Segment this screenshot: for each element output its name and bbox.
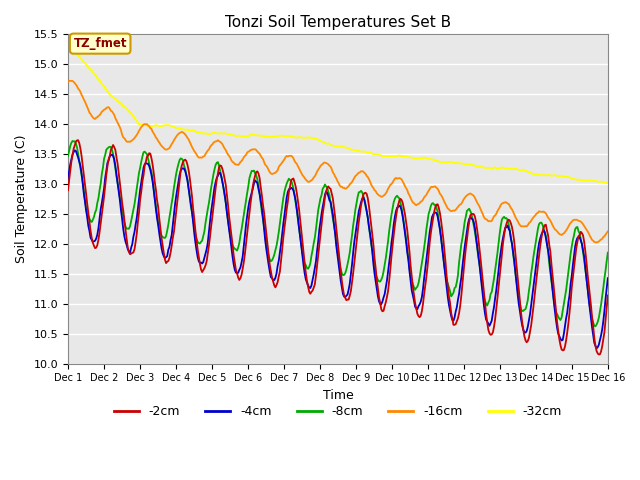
X-axis label: Time: Time (323, 389, 353, 402)
Title: Tonzi Soil Temperatures Set B: Tonzi Soil Temperatures Set B (225, 15, 451, 30)
Y-axis label: Soil Temperature (C): Soil Temperature (C) (15, 134, 28, 263)
Text: TZ_fmet: TZ_fmet (74, 37, 127, 50)
Legend: -2cm, -4cm, -8cm, -16cm, -32cm: -2cm, -4cm, -8cm, -16cm, -32cm (109, 400, 567, 423)
